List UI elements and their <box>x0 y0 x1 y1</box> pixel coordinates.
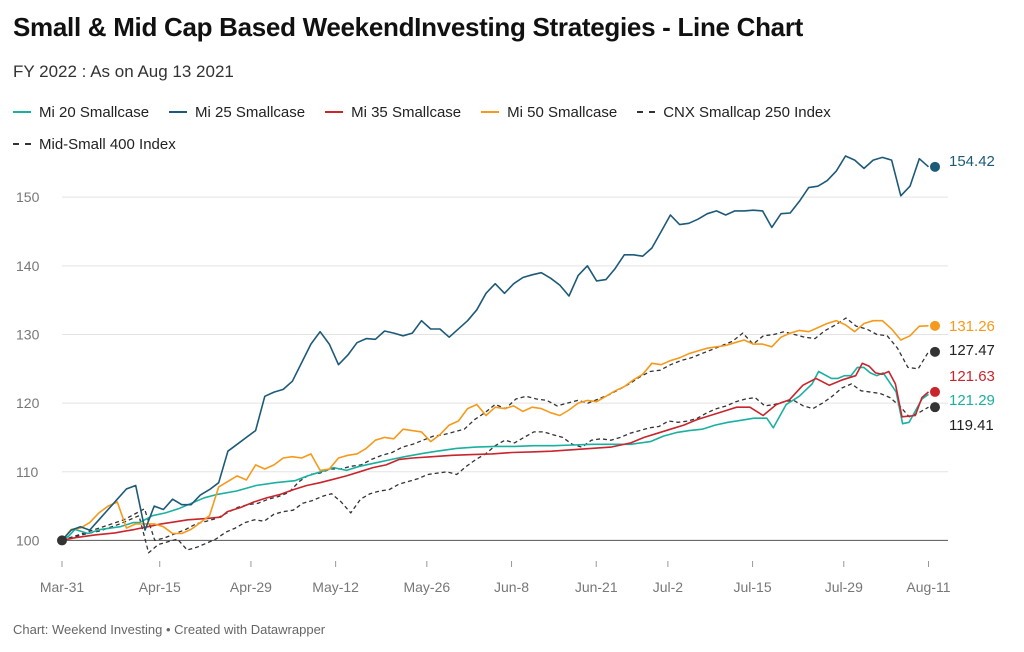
legend-item: Mi 35 Smallcase <box>325 101 461 123</box>
chart-legend: Mi 20 Smallcase Mi 25 Smallcase Mi 35 Smal… <box>13 100 973 164</box>
chart-footer: Chart: Weekend Investing • Created with … <box>13 622 326 637</box>
x-tick-label: Aug-11 <box>906 579 950 595</box>
legend-swatch <box>481 111 500 113</box>
y-tick-label: 120 <box>16 395 40 411</box>
series-line <box>61 383 929 554</box>
y-tick-label: 150 <box>16 189 40 205</box>
series-line <box>61 319 929 541</box>
start-point <box>57 535 67 546</box>
legend-label: Mi 50 Smallcase <box>507 103 618 121</box>
x-tick-label: Jun-21 <box>575 579 618 595</box>
end-point <box>930 346 940 357</box>
legend-item: Mi 20 Smallcase <box>13 101 149 123</box>
legend-swatch <box>13 111 31 113</box>
legend-item: Mi 25 Smallcase <box>169 101 305 123</box>
end-value-label: 121.29 <box>949 392 995 409</box>
chart-subtitle: FY 2022 : As on Aug 13 2021 <box>13 62 234 81</box>
series-line <box>61 317 930 542</box>
x-tick-label: Jun-8 <box>494 579 529 595</box>
x-tick-label: May-12 <box>312 579 359 595</box>
end-point <box>930 386 940 397</box>
series-line <box>61 362 930 542</box>
x-tick-label: Jul-15 <box>734 579 772 595</box>
chart-title: Small & Mid Cap Based WeekendInvesting S… <box>13 12 804 42</box>
series-line <box>61 155 930 541</box>
y-tick-label: 140 <box>16 258 40 274</box>
legend-item: Mid-Small 400 Index <box>13 133 176 155</box>
legend-item: Mi 50 Smallcase <box>481 101 617 123</box>
x-axis: Mar-31 Apr-15 Apr-29 May-12 May-26 Jun-8 Jun-2… <box>40 561 951 595</box>
y-tick-label: 130 <box>16 326 40 342</box>
x-tick-label: Apr-15 <box>139 579 181 595</box>
end-point <box>930 161 940 172</box>
end-value-label: 127.47 <box>949 342 995 359</box>
legend-label: Mi 20 Smallcase <box>39 103 150 121</box>
x-tick-label: Mar-31 <box>40 579 85 595</box>
y-tick-label: 110 <box>16 464 39 480</box>
legend-item: CNX Smallcap 250 Index <box>637 101 831 123</box>
legend-label: Mi 25 Smallcase <box>195 103 306 121</box>
legend-label: Mi 35 Smallcase <box>351 103 462 121</box>
legend-label: Mid-Small 400 Index <box>39 135 176 153</box>
end-value-label: 121.63 <box>949 368 995 385</box>
y-gridlines: 100 110 120 130 140 150 <box>16 189 948 548</box>
legend-swatch <box>325 111 344 113</box>
end-value-label: 154.42 <box>949 153 995 170</box>
end-labels: 121.29 154.42 121.63 131.26 119.41 127.47 <box>930 153 995 434</box>
x-tick-label: Jul-2 <box>653 579 684 595</box>
legend-label: CNX Smallcap 250 Index <box>663 103 831 121</box>
series-lines <box>61 155 930 554</box>
series-line <box>61 366 929 542</box>
end-value-label: 119.41 <box>949 417 994 434</box>
x-tick-label: May-26 <box>403 579 450 595</box>
x-tick-label: Jul-29 <box>825 579 863 595</box>
legend-swatch <box>169 111 188 113</box>
y-tick-label: 100 <box>16 532 40 548</box>
legend-swatch <box>637 111 656 113</box>
end-value-label: 131.26 <box>949 318 995 335</box>
end-point <box>930 402 940 413</box>
legend-swatch <box>13 143 31 145</box>
end-point <box>930 320 940 331</box>
x-tick-label: Apr-29 <box>230 579 272 595</box>
